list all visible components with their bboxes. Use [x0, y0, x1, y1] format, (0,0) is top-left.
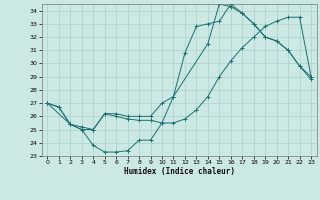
- X-axis label: Humidex (Indice chaleur): Humidex (Indice chaleur): [124, 167, 235, 176]
